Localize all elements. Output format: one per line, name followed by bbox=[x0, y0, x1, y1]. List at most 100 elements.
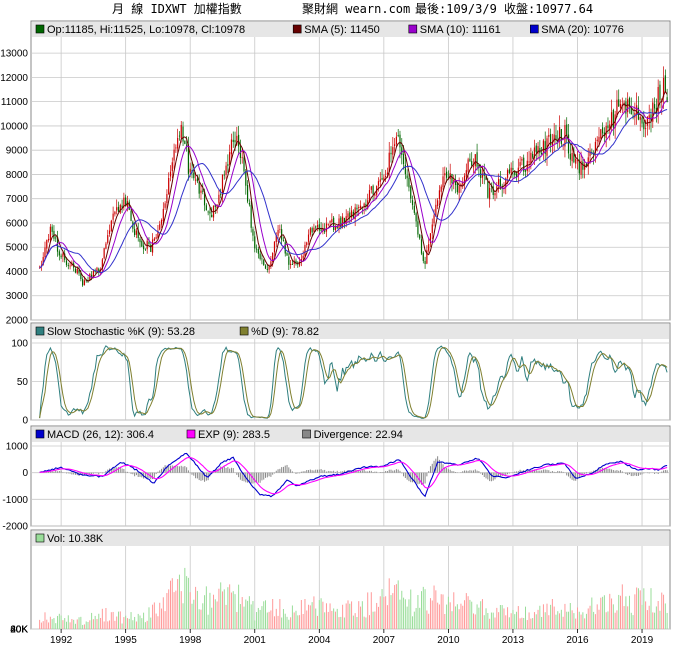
candle-body bbox=[487, 181, 489, 198]
candle-body bbox=[186, 144, 188, 146]
y-tick-label: 0K bbox=[16, 625, 29, 636]
candle-body bbox=[404, 164, 406, 175]
candle-body bbox=[446, 171, 448, 178]
candle-body bbox=[567, 134, 570, 154]
x-tick-label: 2016 bbox=[566, 635, 589, 646]
candle-body bbox=[444, 173, 446, 176]
legend-bar bbox=[32, 324, 669, 339]
candle-body bbox=[370, 186, 372, 190]
candle-body bbox=[184, 140, 186, 144]
candle-body bbox=[91, 274, 93, 278]
candle-body bbox=[422, 252, 424, 262]
candle-body bbox=[209, 211, 211, 214]
candle-body bbox=[162, 208, 164, 222]
x-tick-label: 2019 bbox=[631, 635, 654, 646]
candle-body bbox=[435, 204, 437, 217]
candle-body bbox=[216, 204, 218, 209]
price-panel: Op:11185, Hi:11525, Lo:10978, Cl:10978 SM… bbox=[0, 20, 671, 327]
candle-body bbox=[463, 175, 466, 184]
candle-body bbox=[377, 181, 380, 186]
candle-body bbox=[515, 173, 518, 178]
candle-body bbox=[524, 170, 527, 172]
candle-body bbox=[261, 258, 263, 260]
candle-body bbox=[415, 213, 417, 222]
candle-body bbox=[549, 134, 552, 145]
candle-body bbox=[313, 227, 315, 232]
candle-body bbox=[584, 164, 586, 170]
legend-label: Op:11185, Hi:11525, Lo:10978, Cl:10978 bbox=[47, 24, 245, 36]
legend-swatch bbox=[292, 24, 302, 34]
candle-body bbox=[569, 153, 571, 160]
slow-d-line bbox=[39, 347, 668, 419]
candle-body bbox=[462, 182, 464, 185]
candle-body bbox=[193, 172, 195, 179]
candle-body bbox=[512, 167, 514, 170]
y-tick-label: 0 bbox=[22, 416, 28, 427]
candle-body bbox=[347, 213, 349, 218]
legend-label: %D (9): 78.82 bbox=[251, 326, 319, 338]
candle-body bbox=[273, 241, 276, 253]
candle-body bbox=[576, 160, 579, 162]
candle-body bbox=[558, 127, 561, 142]
candle-body bbox=[250, 204, 252, 228]
legend-label: MACD (26, 12): 306.4 bbox=[47, 429, 154, 441]
candle-body bbox=[290, 263, 292, 265]
candle-body bbox=[275, 235, 277, 243]
sma20-line bbox=[39, 109, 668, 274]
y-tick-label: 3000 bbox=[6, 291, 29, 302]
candle-body bbox=[551, 143, 553, 147]
candle-body bbox=[437, 200, 439, 207]
candle-body bbox=[580, 161, 582, 175]
candle-body bbox=[368, 190, 371, 202]
candle-body bbox=[236, 135, 238, 145]
candle-body bbox=[105, 243, 107, 249]
candle-body bbox=[270, 261, 272, 267]
candle-body bbox=[562, 144, 564, 146]
candle-body bbox=[372, 185, 374, 195]
candle-body bbox=[636, 105, 638, 115]
candle-body bbox=[234, 140, 236, 143]
candle-body bbox=[338, 218, 340, 229]
candle-body bbox=[288, 256, 290, 265]
candle-body bbox=[646, 116, 649, 126]
candle-body bbox=[116, 207, 118, 211]
candle-body bbox=[596, 139, 598, 142]
candle-body bbox=[311, 228, 313, 233]
candle-body bbox=[594, 141, 597, 153]
candle-body bbox=[467, 159, 469, 172]
candle-body bbox=[248, 202, 250, 205]
panel-frame bbox=[30, 529, 671, 630]
candle-body bbox=[390, 152, 392, 155]
candle-body bbox=[454, 180, 457, 186]
candle-body bbox=[257, 248, 259, 254]
candle-body bbox=[39, 267, 41, 269]
candle-body bbox=[89, 273, 91, 281]
candle-body bbox=[472, 166, 475, 168]
legend-swatch bbox=[35, 533, 45, 543]
candle-body bbox=[272, 252, 274, 262]
candle-body bbox=[485, 176, 487, 180]
candle-body bbox=[64, 253, 66, 260]
candle-body bbox=[582, 161, 584, 170]
legend-label: SMA (5): 11450 bbox=[304, 24, 380, 36]
candle-body bbox=[343, 217, 346, 223]
candle-body bbox=[627, 99, 629, 113]
panel-frame bbox=[30, 425, 671, 527]
legend-label: SMA (10): 11161 bbox=[420, 24, 501, 36]
candle-body bbox=[664, 75, 666, 93]
candle-body bbox=[494, 193, 496, 196]
candle-body bbox=[428, 244, 430, 251]
candle-body bbox=[142, 245, 145, 250]
candle-body bbox=[139, 238, 141, 243]
legend-label: Slow Stochastic %K (9): 53.28 bbox=[47, 326, 195, 338]
candle-body bbox=[69, 265, 71, 267]
candle-body bbox=[110, 220, 112, 232]
candle-body bbox=[166, 194, 168, 203]
candle-body bbox=[492, 186, 494, 195]
candle-body bbox=[171, 162, 173, 172]
candle-body bbox=[146, 240, 148, 250]
y-tick-label: -2000 bbox=[2, 522, 28, 533]
candle-body bbox=[304, 244, 306, 256]
candle-body bbox=[521, 158, 523, 161]
candle-body bbox=[662, 77, 665, 98]
